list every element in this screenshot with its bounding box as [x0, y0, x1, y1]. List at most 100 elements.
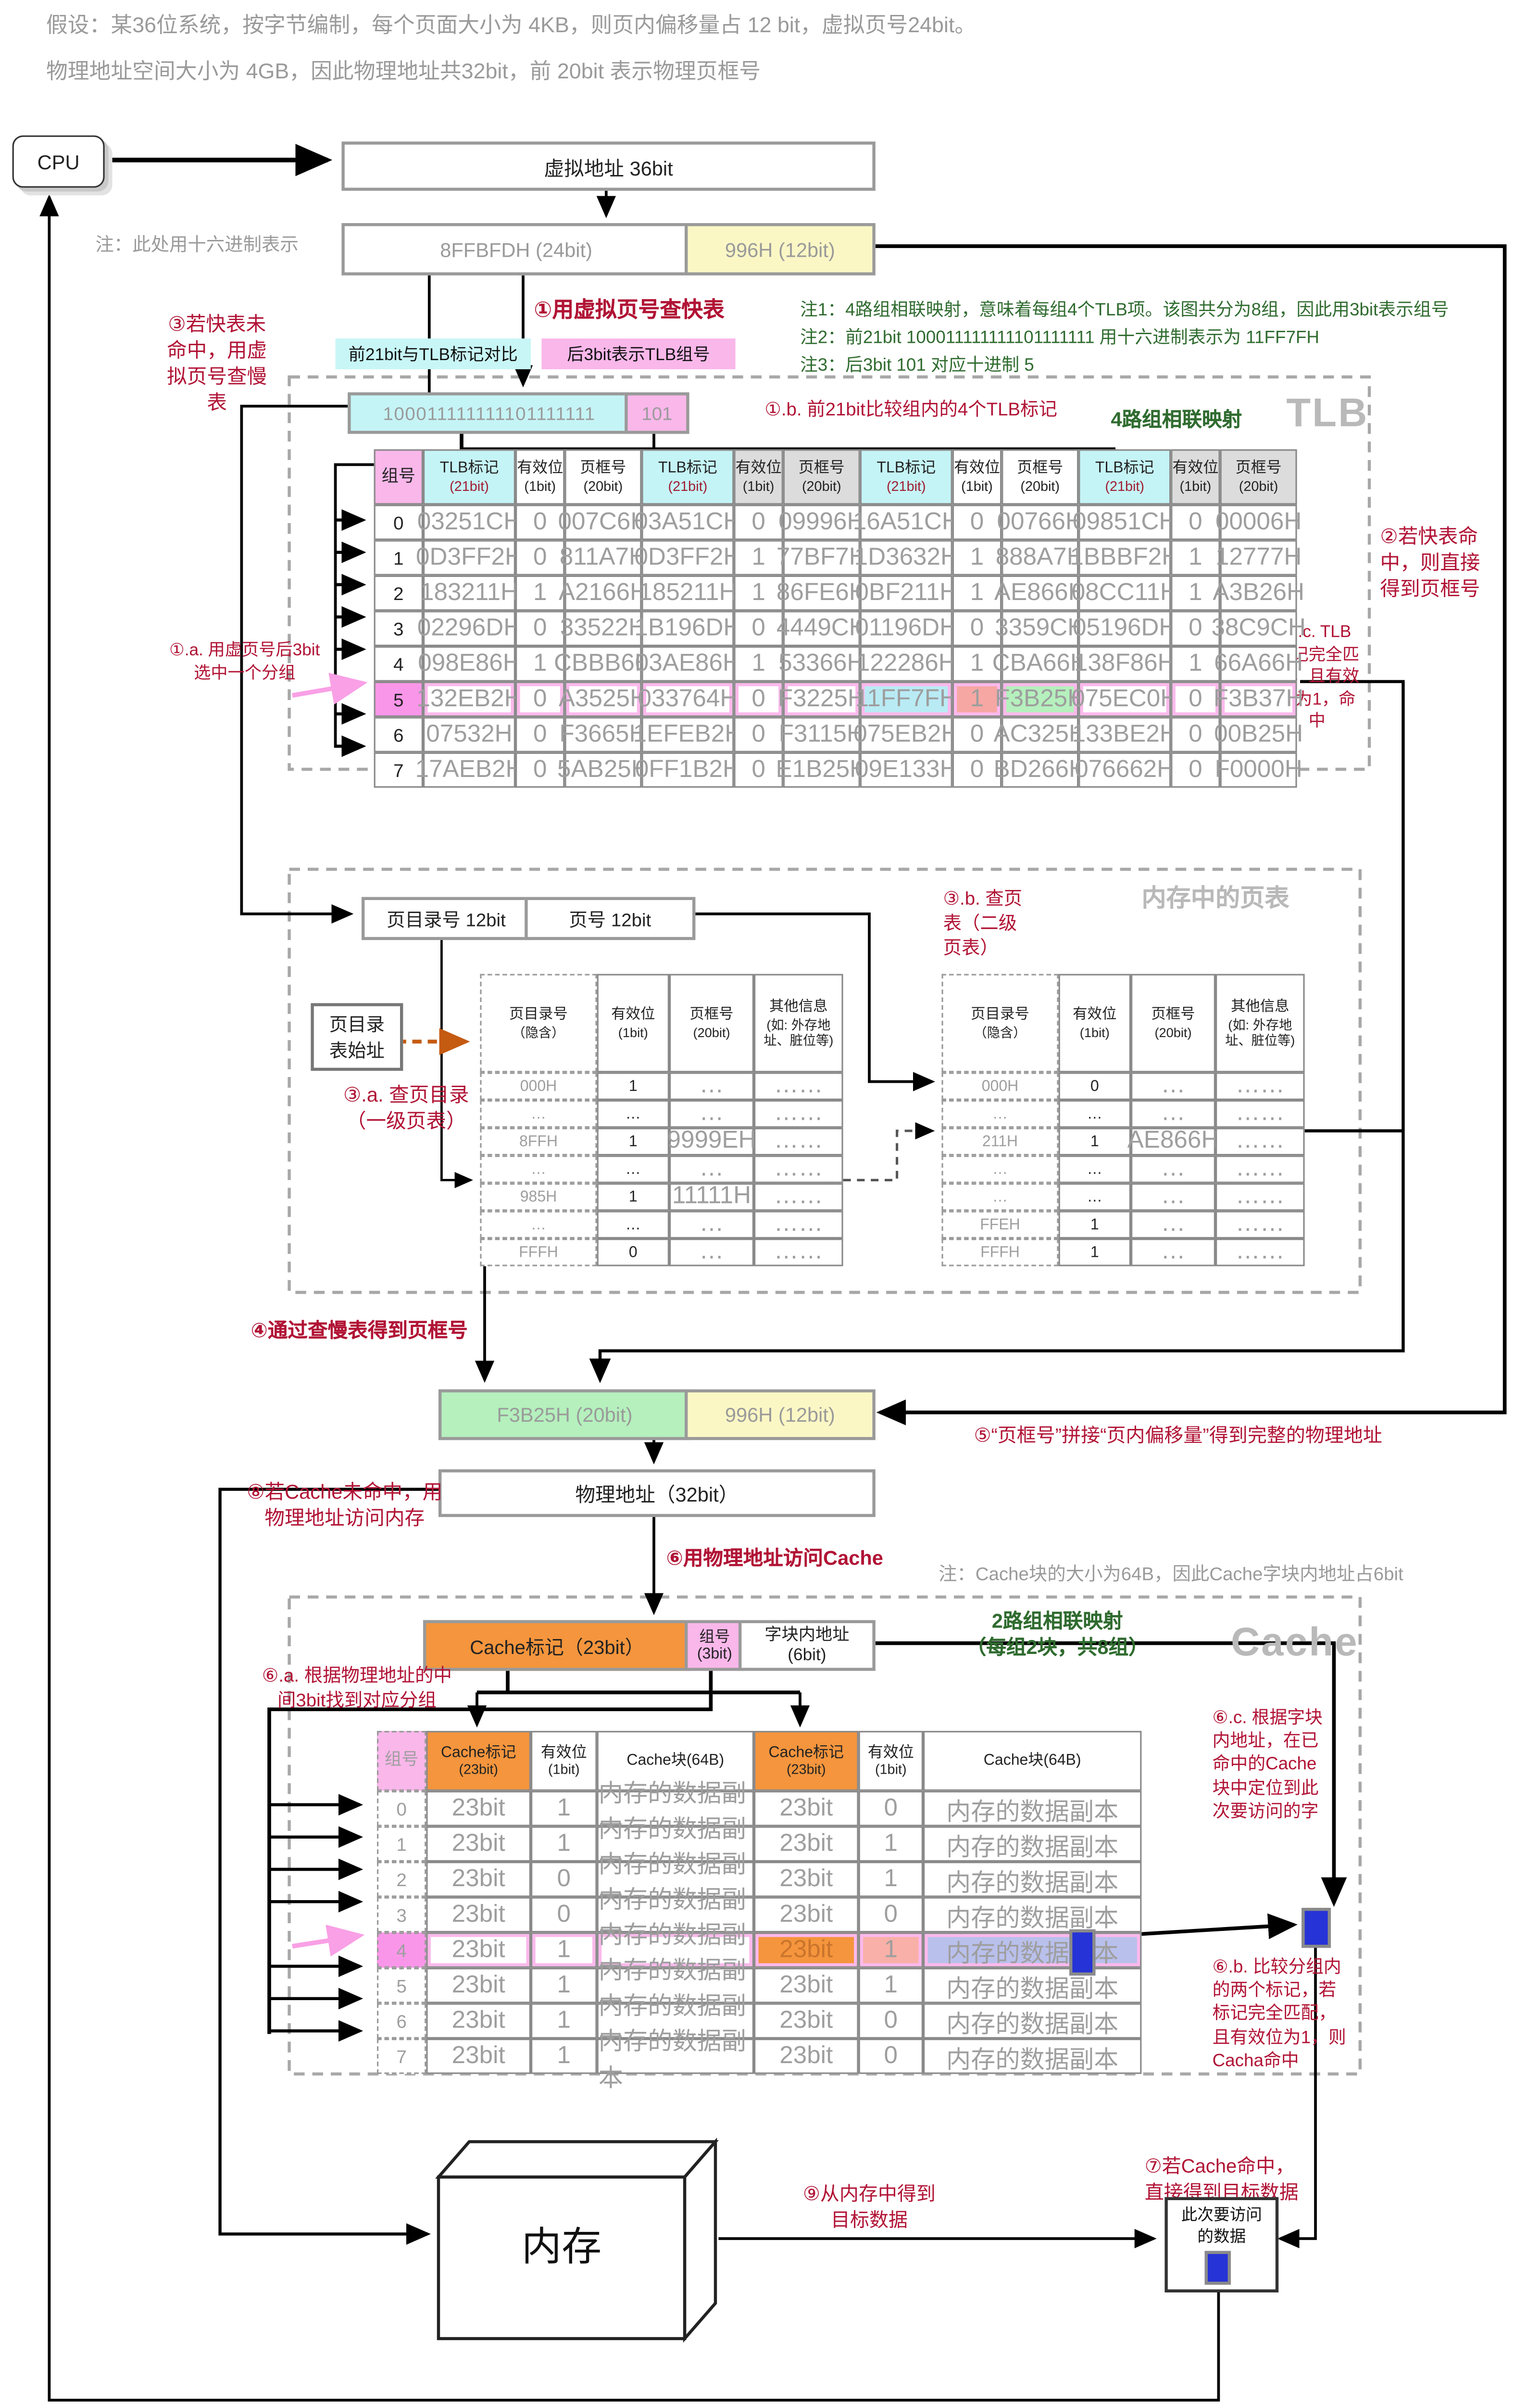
- cache-cell: 23bit: [754, 1967, 859, 2003]
- tlb-cell: F0000H: [1215, 752, 1302, 788]
- page-directory-cell: 9999EH: [667, 1127, 756, 1156]
- tlb-cell: 16A51CH: [853, 504, 960, 540]
- tlb-cell: 1: [515, 646, 565, 682]
- cache-cell: 1: [858, 1967, 923, 2003]
- cache-cell: 内存的数据副本: [923, 1826, 1142, 1862]
- step1b-label: ①.b. 前21bit比较组内的4个TLB标记: [764, 398, 1057, 420]
- tlb-group-cell: 0: [374, 504, 423, 540]
- cache-cell: 23bit: [426, 2039, 531, 2074]
- cache-cell: 23bit: [754, 1826, 859, 1862]
- page-directory-cell: ……: [754, 1211, 843, 1239]
- tlb-cell: 1: [515, 575, 565, 611]
- cache-cell: 23bit: [426, 1862, 531, 1897]
- cache-cell: 0: [858, 1897, 923, 1933]
- virtual-address-box: 虚拟地址 36bit: [341, 141, 876, 191]
- second-level-page-table: 页目录号 （隐含） 有效位 (1bit) 页框号 (20bit) 其他信息 (如: 外存…: [941, 974, 1305, 1266]
- tlb-cell: 1: [1171, 575, 1220, 611]
- tlb-cell: F3B25H: [995, 681, 1085, 717]
- tlb-cell: 00766H: [997, 504, 1083, 540]
- cache-group-cell: 7: [377, 2039, 426, 2074]
- page-directory-cell: ……: [754, 1100, 843, 1128]
- second-level-cell: 000H: [941, 1072, 1059, 1100]
- page-directory-cell: 8FFH: [480, 1127, 597, 1156]
- tlb-cell: 00B25H: [1214, 717, 1303, 752]
- tlb-cell: 00006H: [1215, 504, 1302, 540]
- cache-cell: 内存的数据副本: [923, 1897, 1142, 1933]
- cache-cell: 内存的数据副本: [923, 2039, 1142, 2074]
- tlb-cell: 0: [1171, 611, 1220, 646]
- page-directory-cell: …: [669, 1239, 754, 1266]
- cache-group-cell: 5: [377, 1967, 426, 2003]
- tlb-cell: 0: [734, 611, 783, 646]
- second-level-rows: 000H 0……… …………… 211H 1 AE866H…… …………… ……………: [941, 1072, 1305, 1266]
- tlb-cell: E1B25H: [776, 752, 867, 788]
- tlb-cell: 03251CH: [417, 504, 521, 540]
- tlb-cell: 075EB2H: [853, 717, 959, 752]
- cache-cell: 23bit: [426, 1932, 531, 1968]
- tlb-group-cell: 3: [374, 611, 423, 646]
- tlb-cell: 122286H: [856, 646, 956, 682]
- second-level-cell: ……: [1215, 1072, 1305, 1100]
- page-directory-row: ……………: [480, 1155, 843, 1183]
- tlb-cell: 0: [734, 504, 783, 540]
- cache-group-cell: 3: [377, 1897, 426, 1933]
- cpu-box: CPU: [12, 135, 105, 188]
- cache-cell: 内存的数据副本: [923, 1862, 1142, 1897]
- cache-cell: 1: [531, 2003, 597, 2039]
- tlb-cell: 0D3FF2H: [634, 540, 741, 576]
- cache-cell: 内存的数据副本: [923, 1967, 1142, 2003]
- second-level-cell: …: [1058, 1100, 1131, 1128]
- dir-number-box: 页目录号 12bit: [362, 897, 531, 940]
- page-directory-cell: 985H: [480, 1183, 597, 1211]
- cache-row: 5 23bit1内存的数据副本23bit1内存的数据副本: [377, 1958, 1142, 2021]
- tlb-cell: BD266H: [993, 752, 1087, 788]
- cache-row: 1 23bit1内存的数据副本23bit1内存的数据副本: [377, 1816, 1142, 1879]
- tlb-cell: 1: [1171, 646, 1220, 682]
- tlb-cell: A3525H: [559, 681, 648, 717]
- tlb-row: 1 0D3FF2H 0 811A7H 0D3FF2H 1 77BF7H 1D3632H 1 88…: [374, 540, 1302, 576]
- page-table-title: 内存中的页表: [1141, 886, 1290, 913]
- tlb-cell: 03AE86H: [635, 646, 740, 682]
- tlb-cell: 53366H: [778, 646, 865, 682]
- tlb-cell: 86FE6H: [776, 575, 867, 611]
- page-directory-cell: ……: [754, 1127, 843, 1156]
- hex-note: 注：此处用十六进制表示: [95, 234, 299, 256]
- cache-cell: 23bit: [426, 1897, 531, 1933]
- cache-cell: 0: [858, 2003, 923, 2039]
- second-level-cell: …: [941, 1183, 1059, 1211]
- tlb-cell: 183211H: [420, 575, 518, 611]
- tlb-mapping-label: 4路组相联映射: [1111, 408, 1242, 431]
- tlb-row: 4 098E86H 1 CBBB6H 03AE86H 1 53366H 122286H 1 CB…: [374, 646, 1303, 682]
- cache-cell: 1: [858, 1826, 923, 1862]
- tlb-cell: 11FF7FH: [855, 681, 957, 717]
- tlb-cell: 0: [515, 717, 565, 752]
- cache-cell: 内存的数据副本: [597, 2028, 754, 2091]
- tlb-row: 0 03251CH 0 007C6H 03A51CH 0 09996H 16A51CH 0 00…: [374, 504, 1302, 540]
- step6c-label: ⑥.c. 根据字块 内地址，在已 命中的Cache 块中定位到此 次要访问的字: [1212, 1709, 1323, 1821]
- page-directory-row: FFFH 0………: [480, 1239, 843, 1266]
- memory-label: 内存: [521, 2223, 602, 2269]
- page-directory-cell: ……: [754, 1239, 843, 1266]
- page-directory-cell: …: [597, 1211, 669, 1239]
- tlb-cell: 12777H: [1215, 540, 1302, 576]
- cache-cell: 1: [858, 1932, 923, 1968]
- frame-offset-box: 996H (12bit): [685, 1389, 876, 1440]
- step4-label: ④通过查慢表得到页框号: [250, 1318, 468, 1342]
- step6-label: ⑥用物理地址访问Cache: [666, 1546, 883, 1569]
- tlb-cell: 1: [952, 681, 1002, 717]
- second-level-cell: ……: [1215, 1211, 1305, 1239]
- tlb-cell: 133BE2H: [1072, 717, 1177, 752]
- tlb-cell: 0: [515, 681, 565, 717]
- tlb-cell: 076662H: [1075, 752, 1175, 788]
- second-level-cell: …: [1131, 1239, 1215, 1266]
- tlb-cell: 07532H: [423, 717, 515, 752]
- second-level-cell: …: [1131, 1183, 1215, 1211]
- cache-cell: 1: [858, 1862, 923, 1897]
- page-directory-cell: …: [480, 1211, 597, 1239]
- tlb-cell: 3359CH: [995, 611, 1085, 646]
- tlb-cell: 0: [515, 752, 565, 788]
- cache-group-field: 组号 (3bit): [685, 1620, 745, 1671]
- page-directory-cell: 000H: [480, 1072, 597, 1100]
